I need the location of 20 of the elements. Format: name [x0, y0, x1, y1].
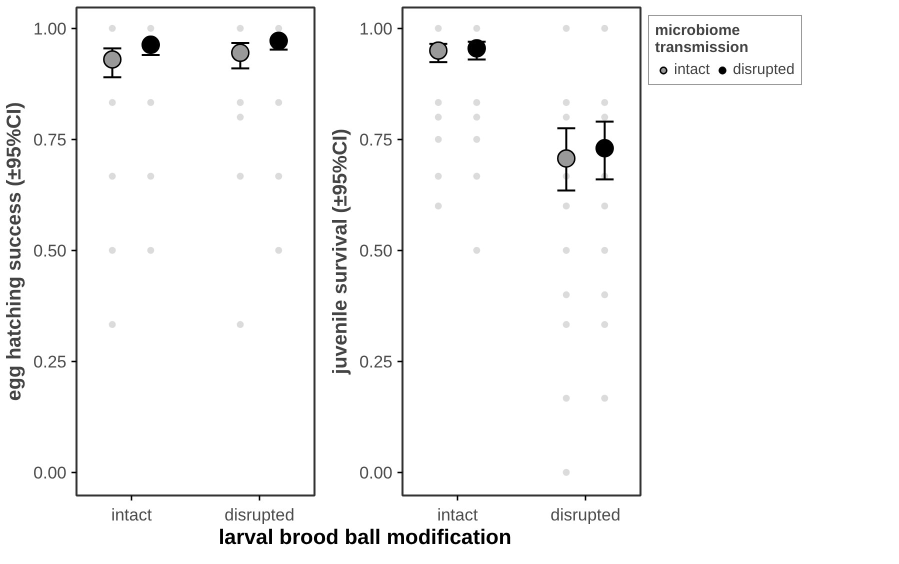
y-tick-label: 0.25: [33, 352, 67, 372]
y-axis-title: egg hatching success (±95%CI): [3, 102, 26, 401]
x-tick-label: intact: [437, 506, 478, 524]
x-tick-label: disrupted: [550, 506, 620, 524]
y-axis-title: juvenile survival (±95%CI): [329, 128, 352, 376]
x-tick-label: intact: [111, 506, 152, 524]
x-axis-title: larval brood ball modification: [218, 525, 512, 551]
y-tick-label: 1.00: [33, 19, 67, 38]
y-tick-label: 0.75: [359, 130, 393, 150]
legend-title: microbiome transmission: [655, 22, 750, 56]
legend-label: disrupted: [732, 61, 795, 78]
legend-label: intact: [674, 61, 710, 78]
y-tick-label: 0.25: [359, 352, 393, 372]
y-tick-label: 0.00: [33, 463, 67, 482]
y-tick-label: 0.00: [359, 463, 393, 482]
y-tick-label: 0.50: [33, 241, 67, 260]
y-tick-label: 1.00: [359, 19, 393, 38]
x-tick-label: disrupted: [224, 506, 294, 524]
y-tick-label: 0.50: [359, 241, 393, 260]
y-tick-label: 0.75: [33, 130, 67, 150]
